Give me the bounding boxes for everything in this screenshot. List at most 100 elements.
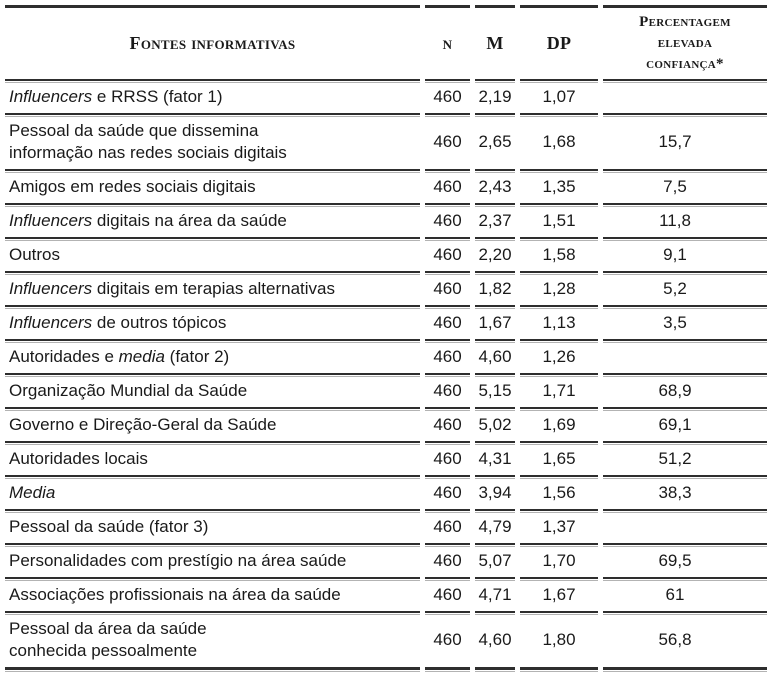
cell-n: 460 bbox=[425, 545, 470, 579]
cell-m: 4,79 bbox=[475, 511, 515, 545]
row-label: Media bbox=[5, 477, 420, 511]
cell-dp: 1,56 bbox=[520, 477, 598, 511]
cell-m: 4,60 bbox=[475, 341, 515, 375]
column-header-n: N bbox=[425, 5, 470, 81]
header-line-percentagem: Percentagem bbox=[639, 14, 731, 30]
cell-m: 2,65 bbox=[475, 115, 515, 171]
table-row: Influencers digitais em terapias alterna… bbox=[5, 273, 767, 307]
cell-dp: 1,35 bbox=[520, 171, 598, 205]
cell-pct: 61 bbox=[603, 579, 767, 613]
cell-pct: 68,9 bbox=[603, 375, 767, 409]
row-label: Organização Mundial da Saúde bbox=[5, 375, 420, 409]
informative-sources-table: Fontes informativas N M DP Percentagem e… bbox=[0, 5, 772, 670]
column-header-fontes-informativas: Fontes informativas bbox=[5, 5, 420, 81]
cell-pct: 5,2 bbox=[603, 273, 767, 307]
header-line-elevada: elevada bbox=[657, 35, 713, 51]
table-row: Pessoal da saúde (fator 3) 460 4,79 1,37 bbox=[5, 511, 767, 545]
cell-dp: 1,28 bbox=[520, 273, 598, 307]
header-line-confianca-asterisk: confiança* bbox=[646, 56, 724, 72]
row-label: Pessoal da área da saúde conhecida pessoa… bbox=[5, 613, 420, 670]
table-row: Associações profissionais na área da saú… bbox=[5, 579, 767, 613]
cell-m: 2,19 bbox=[475, 81, 515, 115]
table-row: Organização Mundial da Saúde 460 5,15 1,… bbox=[5, 375, 767, 409]
cell-m: 2,20 bbox=[475, 239, 515, 273]
cell-n: 460 bbox=[425, 341, 470, 375]
cell-pct: 51,2 bbox=[603, 443, 767, 477]
row-label: Influencers digitais na área da saúde bbox=[5, 205, 420, 239]
cell-dp: 1,51 bbox=[520, 205, 598, 239]
table-row: Media 460 3,94 1,56 38,3 bbox=[5, 477, 767, 511]
cell-n: 460 bbox=[425, 409, 470, 443]
row-label: Autoridades locais bbox=[5, 443, 420, 477]
cell-m: 5,02 bbox=[475, 409, 515, 443]
cell-m: 5,07 bbox=[475, 545, 515, 579]
table-row: Influencers digitais na área da saúde 46… bbox=[5, 205, 767, 239]
cell-m: 2,43 bbox=[475, 171, 515, 205]
cell-dp: 1,68 bbox=[520, 115, 598, 171]
cell-n: 460 bbox=[425, 239, 470, 273]
cell-pct bbox=[603, 341, 767, 375]
table-row: Influencers e RRSS (fator 1) 460 2,19 1,… bbox=[5, 81, 767, 115]
cell-dp: 1,13 bbox=[520, 307, 598, 341]
row-label: Governo e Direção-Geral da Saúde bbox=[5, 409, 420, 443]
row-label: Pessoal da saúde que dissemina informação… bbox=[5, 115, 420, 171]
cell-pct: 56,8 bbox=[603, 613, 767, 670]
row-label: Pessoal da saúde (fator 3) bbox=[5, 511, 420, 545]
cell-m: 1,82 bbox=[475, 273, 515, 307]
column-header-percentagem-elevada-confianca: Percentagem elevada confiança* bbox=[603, 5, 767, 81]
cell-pct bbox=[603, 511, 767, 545]
cell-pct: 9,1 bbox=[603, 239, 767, 273]
cell-n: 460 bbox=[425, 375, 470, 409]
cell-pct: 15,7 bbox=[603, 115, 767, 171]
cell-n: 460 bbox=[425, 171, 470, 205]
header-row: Fontes informativas N M DP Percentagem e… bbox=[5, 5, 767, 81]
row-label: Outros bbox=[5, 239, 420, 273]
table-row: Outros 460 2,20 1,58 9,1 bbox=[5, 239, 767, 273]
cell-pct: 11,8 bbox=[603, 205, 767, 239]
cell-m: 3,94 bbox=[475, 477, 515, 511]
cell-pct: 3,5 bbox=[603, 307, 767, 341]
table-row: Amigos em redes sociais digitais 460 2,4… bbox=[5, 171, 767, 205]
cell-dp: 1,67 bbox=[520, 579, 598, 613]
cell-n: 460 bbox=[425, 205, 470, 239]
cell-dp: 1,07 bbox=[520, 81, 598, 115]
row-label: Autoridades e media (fator 2) bbox=[5, 341, 420, 375]
cell-n: 460 bbox=[425, 613, 470, 670]
document-page: Fontes informativas N M DP Percentagem e… bbox=[0, 5, 772, 670]
cell-dp: 1,71 bbox=[520, 375, 598, 409]
table-row: Governo e Direção-Geral da Saúde 460 5,0… bbox=[5, 409, 767, 443]
cell-dp: 1,69 bbox=[520, 409, 598, 443]
row-label: Associações profissionais na área da saú… bbox=[5, 579, 420, 613]
cell-dp: 1,37 bbox=[520, 511, 598, 545]
table-row: Autoridades locais 460 4,31 1,65 51,2 bbox=[5, 443, 767, 477]
cell-n: 460 bbox=[425, 477, 470, 511]
cell-n: 460 bbox=[425, 273, 470, 307]
cell-pct: 69,5 bbox=[603, 545, 767, 579]
cell-pct: 69,1 bbox=[603, 409, 767, 443]
column-header-m: M bbox=[475, 5, 515, 81]
cell-dp: 1,65 bbox=[520, 443, 598, 477]
cell-m: 4,60 bbox=[475, 613, 515, 670]
row-label: Influencers de outros tópicos bbox=[5, 307, 420, 341]
cell-m: 1,67 bbox=[475, 307, 515, 341]
cell-dp: 1,26 bbox=[520, 341, 598, 375]
row-label: Amigos em redes sociais digitais bbox=[5, 171, 420, 205]
cell-n: 460 bbox=[425, 443, 470, 477]
table-row: Pessoal da área da saúde conhecida pessoa… bbox=[5, 613, 767, 670]
cell-pct bbox=[603, 81, 767, 115]
row-label: Influencers e RRSS (fator 1) bbox=[5, 81, 420, 115]
column-header-dp: DP bbox=[520, 5, 598, 81]
cell-pct: 38,3 bbox=[603, 477, 767, 511]
table-row: Autoridades e media (fator 2) 460 4,60 1… bbox=[5, 341, 767, 375]
table-row: Influencers de outros tópicos 460 1,67 1… bbox=[5, 307, 767, 341]
cell-dp: 1,70 bbox=[520, 545, 598, 579]
table-row: Pessoal da saúde que dissemina informação… bbox=[5, 115, 767, 171]
cell-dp: 1,58 bbox=[520, 239, 598, 273]
cell-dp: 1,80 bbox=[520, 613, 598, 670]
cell-pct: 7,5 bbox=[603, 171, 767, 205]
cell-n: 460 bbox=[425, 579, 470, 613]
cell-n: 460 bbox=[425, 115, 470, 171]
cell-n: 460 bbox=[425, 511, 470, 545]
cell-m: 2,37 bbox=[475, 205, 515, 239]
row-label: Influencers digitais em terapias alterna… bbox=[5, 273, 420, 307]
